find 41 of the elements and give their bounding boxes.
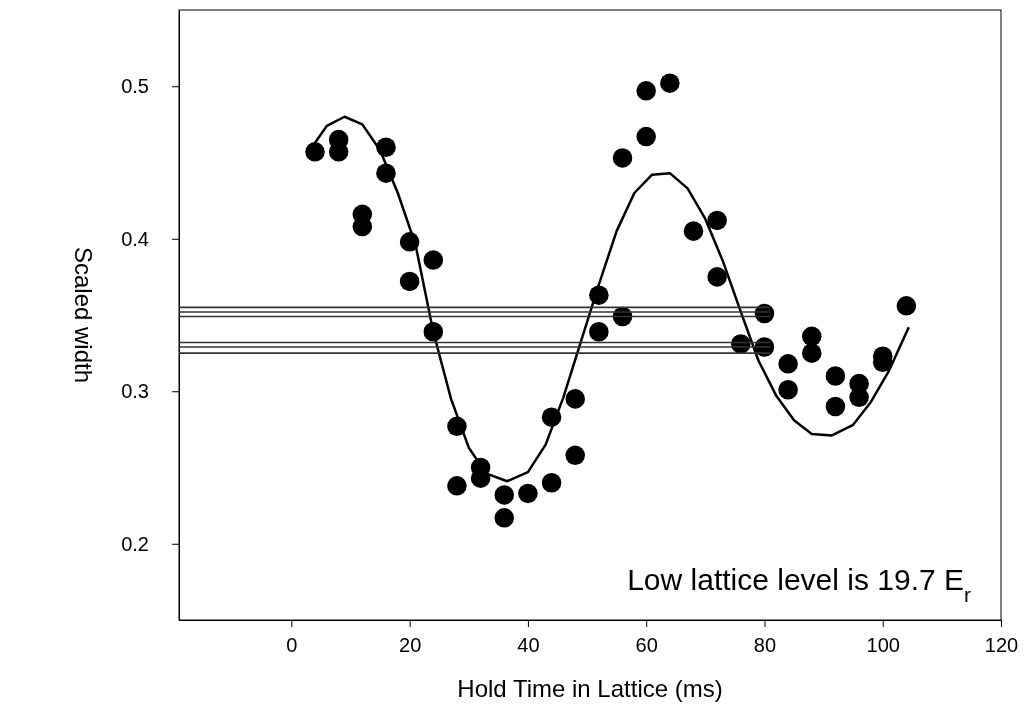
- point: [660, 73, 680, 93]
- y-tick-label: 0.3: [121, 380, 149, 403]
- annotation: Low lattice level is 19.7 E$_{r}$: [627, 563, 971, 606]
- point: [778, 354, 798, 374]
- point: [423, 250, 444, 270]
- point: [801, 326, 822, 347]
- point: [589, 322, 609, 342]
- y-tick-label: 0.5: [121, 75, 149, 98]
- x-tick-label: 20: [399, 634, 422, 656]
- point: [494, 485, 515, 505]
- point: [849, 387, 869, 408]
- point: [494, 508, 515, 528]
- point: [541, 473, 562, 493]
- point: [778, 379, 798, 400]
- point: [825, 396, 846, 417]
- x-tick-label: 40: [517, 634, 540, 656]
- point: [636, 126, 656, 147]
- point: [399, 271, 420, 292]
- point: [447, 476, 467, 496]
- point: [707, 210, 727, 231]
- y-axis-title: Scaled width: [70, 246, 97, 384]
- y-tick-label: 0.4: [121, 227, 149, 250]
- point: [683, 221, 704, 241]
- point: [305, 142, 325, 162]
- point: [896, 296, 917, 316]
- point: [565, 389, 585, 409]
- y-tick-label: 0.2: [121, 532, 149, 555]
- point: [518, 483, 538, 504]
- point: [801, 343, 822, 363]
- x-tick-label: 80: [753, 634, 777, 656]
- point: [707, 267, 727, 287]
- point: [612, 148, 633, 168]
- point: [565, 445, 585, 466]
- point: [825, 366, 846, 386]
- x-tick-label: 120: [984, 634, 1019, 656]
- x-tick-label: 60: [635, 634, 658, 656]
- point: [636, 81, 656, 101]
- point: [328, 142, 349, 162]
- x-axis-title: Hold Time in Lattice (ms): [457, 675, 723, 702]
- x-tick-label: 100: [866, 634, 900, 656]
- x-tick-label: 0: [286, 634, 298, 656]
